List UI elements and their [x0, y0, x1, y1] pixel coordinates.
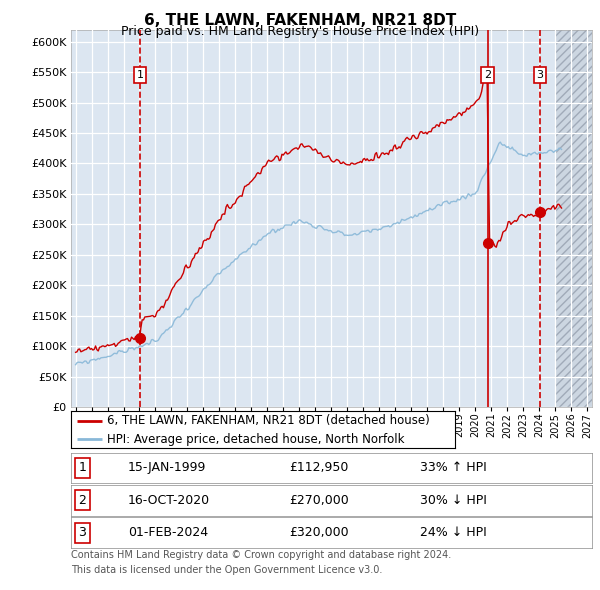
Bar — [555, 30, 592, 407]
Text: 1: 1 — [137, 70, 143, 80]
Text: 6, THE LAWN, FAKENHAM, NR21 8DT: 6, THE LAWN, FAKENHAM, NR21 8DT — [144, 13, 456, 28]
Text: 16-OCT-2020: 16-OCT-2020 — [128, 494, 210, 507]
Text: 2: 2 — [79, 494, 86, 507]
Text: 01-FEB-2024: 01-FEB-2024 — [128, 526, 208, 539]
Text: £112,950: £112,950 — [290, 461, 349, 474]
Text: 3: 3 — [79, 526, 86, 539]
Text: Contains HM Land Registry data © Crown copyright and database right 2024.: Contains HM Land Registry data © Crown c… — [71, 550, 451, 560]
Text: This data is licensed under the Open Government Licence v3.0.: This data is licensed under the Open Gov… — [71, 565, 382, 575]
Text: 6, THE LAWN, FAKENHAM, NR21 8DT (detached house): 6, THE LAWN, FAKENHAM, NR21 8DT (detache… — [107, 414, 430, 427]
Text: £270,000: £270,000 — [290, 494, 349, 507]
Bar — [555, 30, 592, 407]
Text: 30% ↓ HPI: 30% ↓ HPI — [420, 494, 487, 507]
Text: HPI: Average price, detached house, North Norfolk: HPI: Average price, detached house, Nort… — [107, 432, 405, 445]
Text: 1: 1 — [79, 461, 86, 474]
Text: 3: 3 — [536, 70, 544, 80]
Text: Price paid vs. HM Land Registry's House Price Index (HPI): Price paid vs. HM Land Registry's House … — [121, 25, 479, 38]
Text: 15-JAN-1999: 15-JAN-1999 — [128, 461, 206, 474]
Text: 2: 2 — [484, 70, 491, 80]
Text: 33% ↑ HPI: 33% ↑ HPI — [420, 461, 487, 474]
Text: 24% ↓ HPI: 24% ↓ HPI — [420, 526, 487, 539]
Text: £320,000: £320,000 — [290, 526, 349, 539]
